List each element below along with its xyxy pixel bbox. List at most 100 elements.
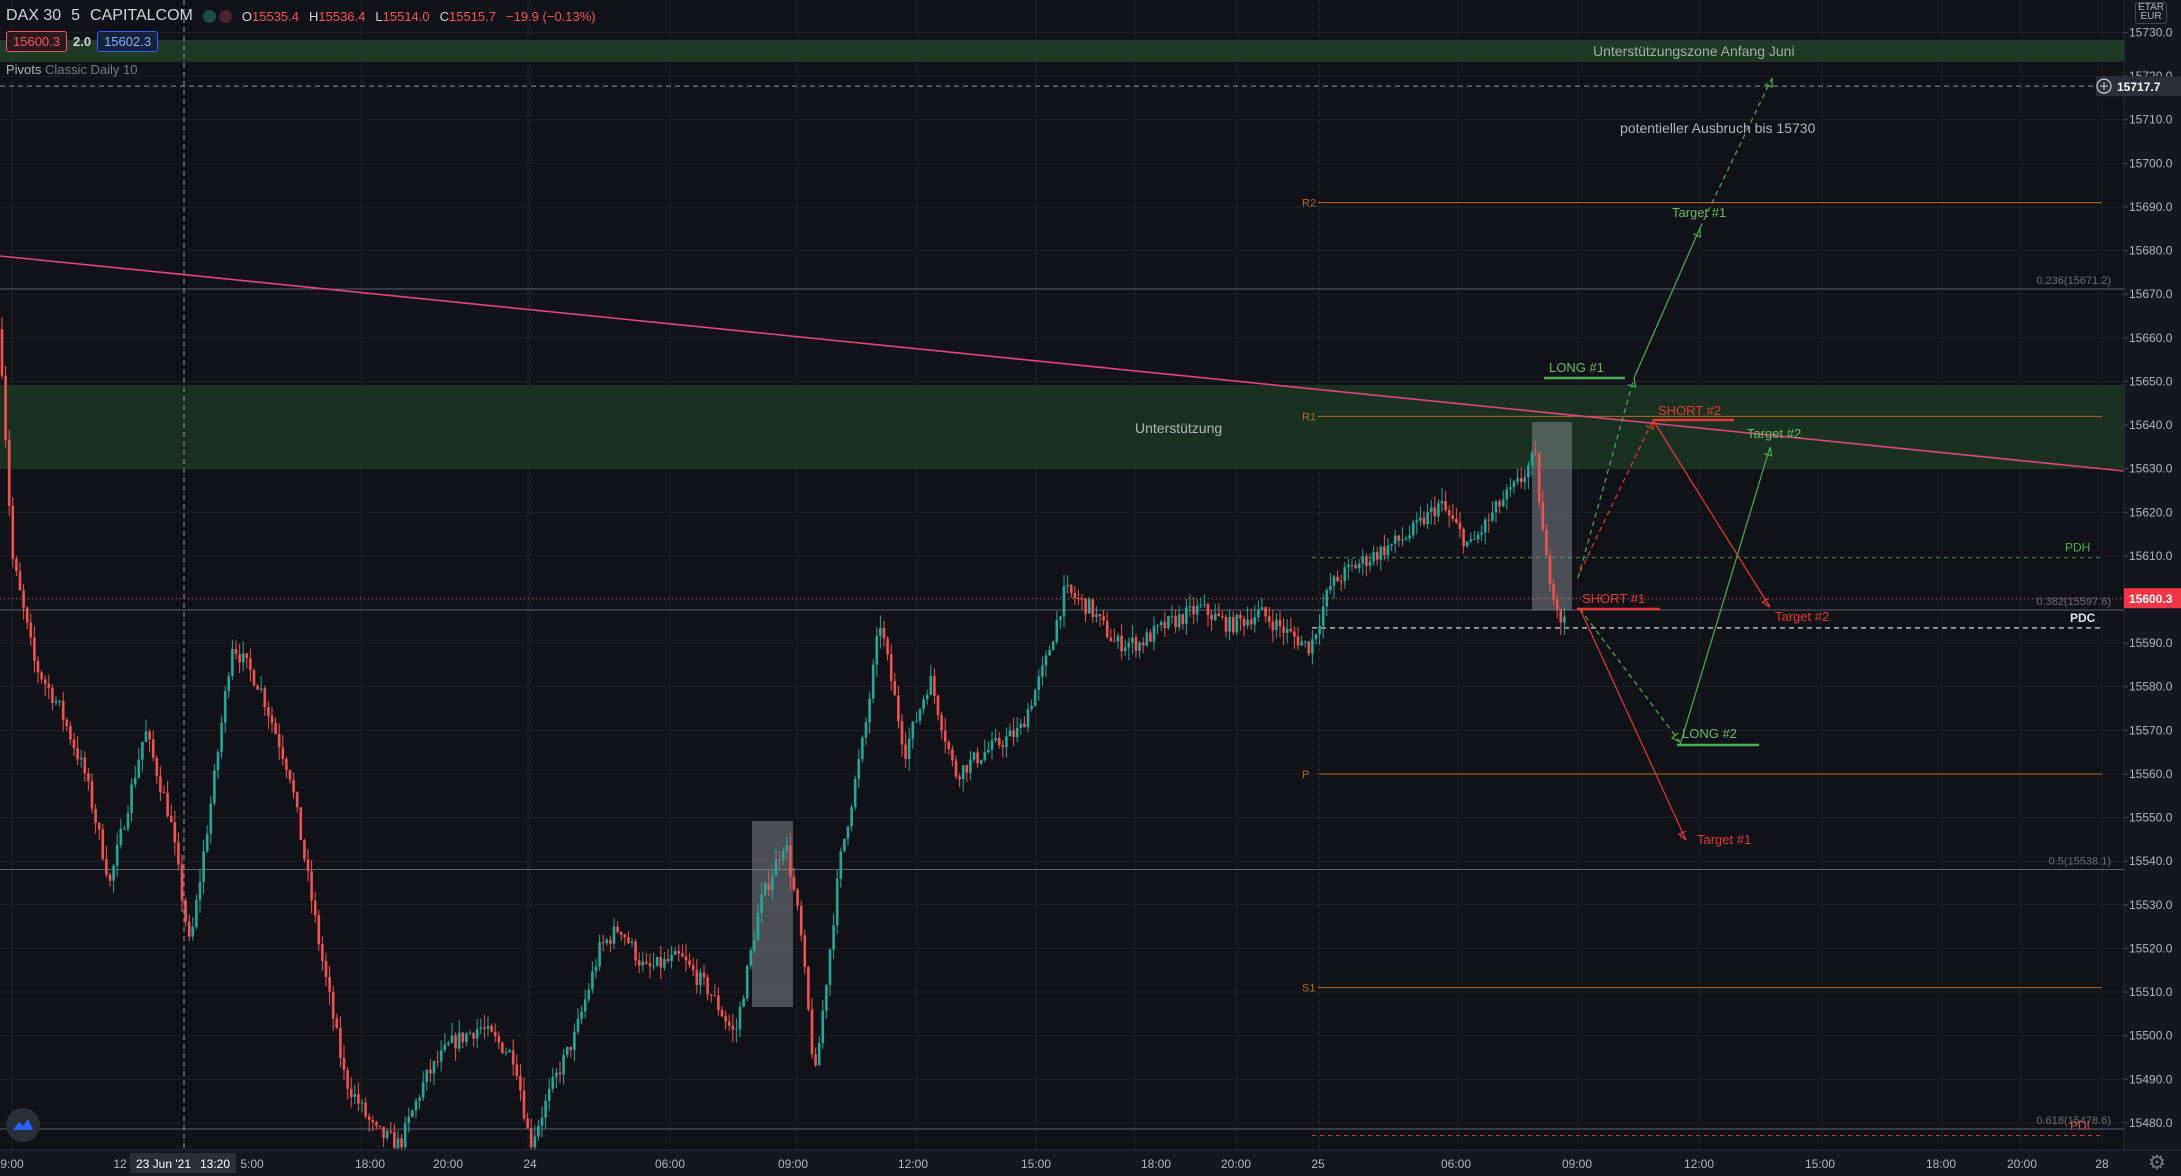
candle-body (61, 700, 65, 720)
candle-body (317, 915, 321, 945)
candle-body (652, 965, 655, 967)
candle-body (321, 944, 324, 962)
candle-body (263, 688, 267, 708)
candle-body (231, 648, 234, 677)
candle-body (756, 913, 760, 941)
candle-body (641, 961, 645, 966)
candle-body (1365, 556, 1368, 566)
candle-body (72, 739, 76, 749)
spread-value: 2.0 (73, 34, 92, 49)
candle-body (706, 977, 709, 995)
price-tick-label: 15490.0 (2129, 1072, 2173, 1086)
candle-body (195, 899, 198, 927)
candle-body (627, 937, 630, 943)
candle-body (601, 942, 605, 944)
price-tick-label: 15630.0 (2129, 462, 2173, 476)
candle-body (245, 653, 249, 659)
candle-body (11, 505, 15, 559)
candle-body (331, 991, 335, 1019)
target2-green-arrow (1679, 446, 1771, 746)
status-dots (202, 9, 232, 23)
candle-body (87, 773, 90, 782)
candle-body (1213, 613, 1217, 620)
time-tick-label: 15:00 (1805, 1157, 1835, 1171)
candle-body (1386, 545, 1390, 556)
crosshair-time-badge (130, 1153, 236, 1173)
candle-body (997, 737, 1001, 746)
candle-body (645, 961, 648, 964)
candle-body (47, 683, 51, 688)
time-tick-label: 12:00 (898, 1157, 928, 1171)
candle-body (936, 695, 940, 716)
candle-body (1480, 532, 1483, 535)
candle-body (43, 679, 47, 684)
target1-red-label: Target #1 (1697, 832, 1751, 847)
candle-body (1523, 477, 1527, 483)
candle-body (1397, 535, 1401, 541)
tradingview-logo-icon[interactable] (6, 1108, 40, 1142)
target2-red-arrow-head (1761, 597, 1771, 608)
candle-body (1440, 501, 1444, 504)
candle-body (922, 699, 925, 710)
sell-button[interactable]: 15600.3 (6, 31, 67, 52)
candle-body (1314, 634, 1318, 640)
candle-body (256, 685, 259, 690)
candle-body (1055, 619, 1059, 642)
candle-body (292, 779, 295, 793)
candle-body (684, 956, 688, 961)
candle-body (411, 1110, 414, 1117)
target2-green-arrow-head (1763, 446, 1773, 457)
candle-body (897, 695, 900, 722)
candle-body (22, 590, 25, 608)
candle-body (781, 851, 785, 861)
settings-gear-icon[interactable]: ⚙ (2148, 1152, 2166, 1174)
candle-body (648, 963, 652, 967)
candle-body (205, 833, 209, 852)
price-tick-label: 15480.0 (2129, 1116, 2173, 1130)
currency-badge[interactable]: ETAR EUR (2135, 2, 2167, 24)
candle-body (1221, 616, 1224, 618)
candle-body (285, 759, 288, 771)
candle-body (799, 905, 803, 936)
candle-body (778, 859, 781, 861)
last-price-value: 15600.3 (2129, 592, 2173, 606)
candle-body (1505, 489, 1509, 500)
candle-body (1224, 617, 1228, 632)
pivot-label: S1 (1302, 983, 1315, 995)
candle-body (1051, 641, 1055, 651)
candle-body (933, 675, 936, 696)
buy-button[interactable]: 15602.3 (97, 31, 159, 52)
candle-body (447, 1042, 450, 1045)
price-tick-label: 15730.0 (2129, 26, 2173, 40)
candle-body (461, 1032, 465, 1043)
candle-body (972, 752, 976, 760)
candle-body (90, 781, 94, 809)
candle-body (954, 760, 958, 777)
candle-body (36, 660, 40, 673)
candle-body (1343, 567, 1347, 582)
candle-body (328, 976, 331, 992)
indicator-legend[interactable]: Pivots Classic Daily 10 (6, 62, 138, 77)
candle-body (184, 900, 187, 922)
time-tick-label: 12:00 (1684, 1157, 1714, 1171)
candle-body (605, 939, 609, 944)
time-tick-label: 20:00 (433, 1157, 463, 1171)
price-tick-label: 15660.0 (2129, 331, 2173, 345)
candle-body (1433, 507, 1437, 517)
candle-body (735, 1028, 738, 1030)
candle-body (1541, 502, 1545, 531)
candle-body (396, 1138, 400, 1149)
candle-body (519, 1075, 522, 1091)
candle-body (1444, 501, 1447, 511)
candle-body (1264, 607, 1267, 617)
interval[interactable]: 5 (71, 7, 81, 24)
candle-body (796, 889, 799, 906)
candle-body (112, 865, 115, 881)
symbol-name[interactable]: DAX 30 (6, 7, 62, 24)
candle-body (655, 957, 659, 966)
candle-body (1347, 565, 1350, 568)
candle-body (720, 1010, 724, 1017)
candle-body (763, 883, 767, 895)
